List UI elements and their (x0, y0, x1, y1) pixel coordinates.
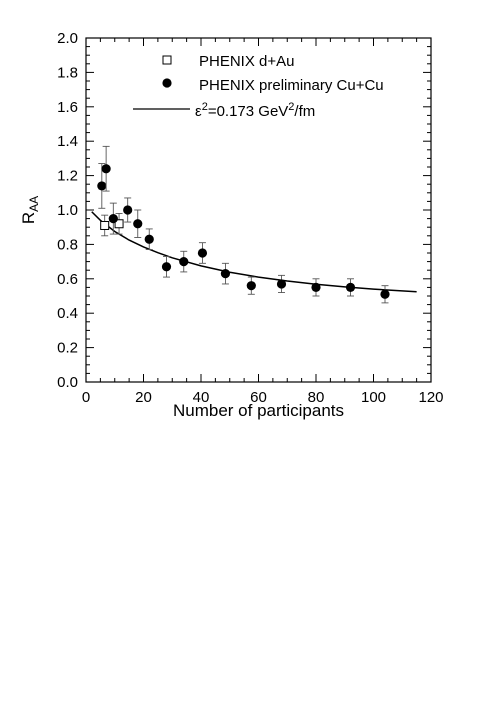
cucu-point (220, 269, 231, 279)
legend-fit-mid: =0.173 GeV (208, 103, 288, 120)
cucu-point (197, 248, 208, 258)
cucu-point (345, 282, 356, 292)
legend-marker-filled-circle (162, 78, 172, 88)
cucu-point (144, 234, 154, 244)
dau-point (100, 220, 110, 230)
legend-label-cucu: PHENIX preliminary Cu+Cu (199, 77, 384, 94)
cucu-point (108, 214, 118, 224)
cucu-point (101, 164, 111, 174)
cucu-point (276, 279, 287, 289)
y-tick-label: 0.8 (57, 236, 78, 253)
cucu-point (246, 281, 256, 291)
y-tick-label: 1.6 (57, 99, 78, 116)
cucu-point (179, 257, 189, 267)
y-tick-label: 1.8 (57, 64, 78, 81)
cucu-point (123, 205, 133, 215)
x-tick-label: 60 (250, 389, 267, 406)
cucu-point (380, 289, 390, 299)
legend-label-dau: PHENIX d+Au (199, 53, 294, 70)
y-tick-label: 0.0 (57, 374, 78, 391)
y-axis-title-sub: AA (27, 196, 41, 212)
legend-fit-sup2: 2 (288, 101, 294, 113)
cucu-point (161, 262, 172, 272)
legend: PHENIX d+Au PHENIX preliminary Cu+Cu ε2=… (133, 53, 384, 120)
legend-fit-eps: ε (195, 103, 202, 120)
legend-label-fit: ε2=0.173 GeV2/fm (195, 101, 315, 120)
cucu-point (97, 181, 107, 191)
cucu-point (311, 282, 321, 292)
dau-point (114, 219, 124, 229)
y-tick-label: 0.6 (57, 271, 78, 288)
y-tick-label: 0.2 (57, 340, 78, 357)
legend-fit-end: /fm (294, 103, 315, 120)
y-tick-label: 1.0 (57, 202, 78, 219)
axes: 0 20 40 60 80 100 120 0.0 0.2 0.4 0.6 0.8 1.0 1.2 1.4 1… (57, 30, 443, 406)
x-tick-label: 40 (193, 389, 210, 406)
x-tick-label: 20 (135, 389, 152, 406)
y-tick-label: 1.2 (57, 168, 78, 185)
chart-marks (91, 145, 417, 304)
y-axis-title: RAA (19, 196, 41, 224)
y-tick-label: 2.0 (57, 30, 78, 47)
y-axis-title-main: R (19, 212, 38, 224)
x-tick-label: 120 (418, 389, 443, 406)
cucu-point (133, 219, 143, 229)
x-axis-title: Number of participants (173, 401, 344, 420)
y-tick-label: 1.4 (57, 133, 78, 150)
y-tick-label: 0.4 (57, 305, 78, 322)
legend-fit-sup1: 2 (202, 101, 208, 113)
x-tick-label: 80 (308, 389, 325, 406)
x-tick-label: 100 (361, 389, 386, 406)
x-tick-label: 0 (82, 389, 90, 406)
legend-marker-open-square (162, 55, 172, 65)
